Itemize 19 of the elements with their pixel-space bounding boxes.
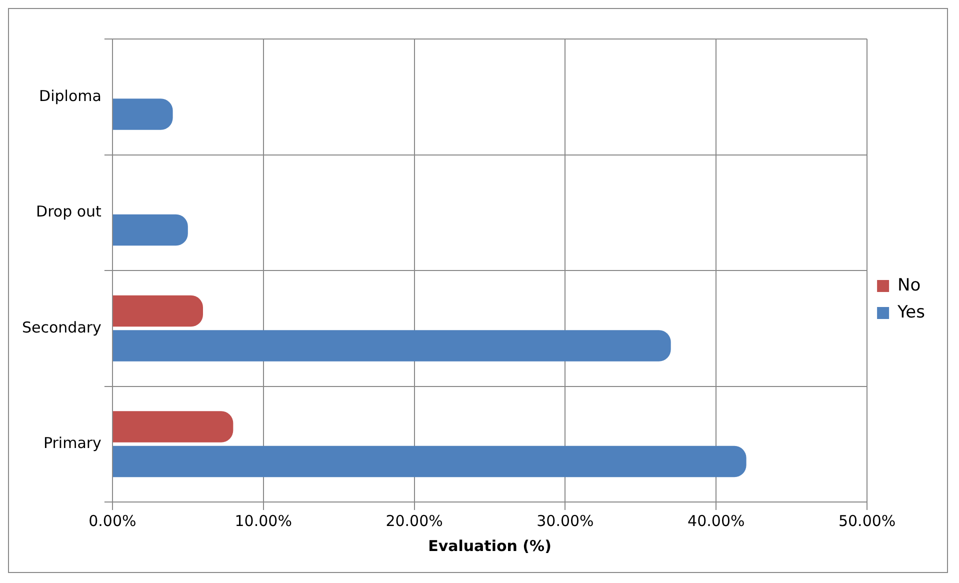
bar bbox=[112, 411, 234, 442]
x-tick-label: 40.00% bbox=[688, 512, 745, 530]
y-tick-label: Secondary bbox=[22, 318, 102, 336]
bar bbox=[112, 98, 173, 130]
bar bbox=[112, 446, 746, 478]
y-tick-label: Drop out bbox=[36, 202, 102, 221]
bar bbox=[112, 214, 188, 246]
x-tick-label: 10.00% bbox=[234, 512, 292, 530]
y-tick-label: Primary bbox=[43, 434, 102, 452]
legend-label: Yes bbox=[896, 302, 926, 322]
x-axis-title: Evaluation (%) bbox=[428, 536, 552, 555]
x-tick-label: 50.00% bbox=[838, 512, 896, 530]
bar bbox=[112, 295, 203, 327]
y-tick-label: Diploma bbox=[39, 86, 102, 105]
x-tick-label: 20.00% bbox=[386, 512, 443, 530]
x-tick-label: 30.00% bbox=[536, 512, 594, 530]
x-tick-label: 0.00% bbox=[88, 512, 136, 530]
bar bbox=[112, 330, 671, 362]
legend-label: No bbox=[898, 275, 921, 296]
